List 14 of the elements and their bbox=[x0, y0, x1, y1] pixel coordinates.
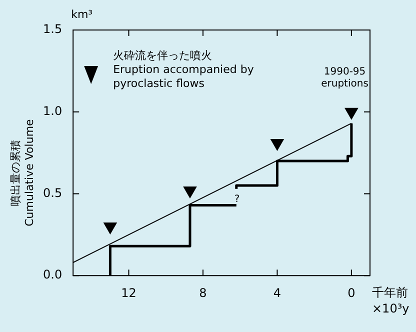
y-tick-label: 0.5 bbox=[42, 186, 62, 200]
annotation: ? bbox=[234, 194, 240, 206]
x-tick-label: 12 bbox=[121, 286, 136, 300]
legend-label: 火砕流を伴った噴火 Eruption accompanied by pyroclastic flows bbox=[113, 48, 254, 90]
x-tick-label: 4 bbox=[273, 286, 282, 300]
x-tick-label: 8 bbox=[199, 286, 207, 300]
x-tick-label: 0 bbox=[348, 286, 356, 300]
text: km³ bbox=[71, 8, 93, 22]
y-tick-label: 0.0 bbox=[42, 268, 62, 282]
y-axis-title: 噴出量の累積 Cumulative Volume bbox=[8, 118, 36, 226]
annotation: 1990-95 eruptions bbox=[321, 66, 368, 90]
x-axis-title: 千年前 ×10³y bbox=[372, 286, 410, 316]
y-tick-label: 1.5 bbox=[42, 22, 62, 36]
y-tick-label: 1.0 bbox=[42, 104, 62, 118]
